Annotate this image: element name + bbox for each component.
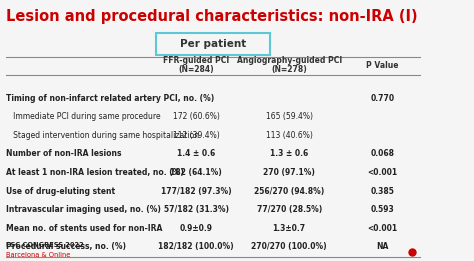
Text: 270 (97.1%): 270 (97.1%)	[263, 168, 315, 177]
Text: 77/270 (28.5%): 77/270 (28.5%)	[256, 205, 322, 214]
Text: Number of non-IRA lesions: Number of non-IRA lesions	[6, 150, 121, 158]
Text: Use of drug-eluting stent: Use of drug-eluting stent	[6, 187, 115, 196]
Text: FFR-guided PCI: FFR-guided PCI	[163, 56, 229, 65]
Text: Lesion and procedural characteristics: non-IRA (I): Lesion and procedural characteristics: n…	[6, 9, 417, 24]
Text: <0.001: <0.001	[367, 168, 397, 177]
Text: At least 1 non-IRA lesion treated, no. (%): At least 1 non-IRA lesion treated, no. (…	[6, 168, 183, 177]
Text: 172 (60.6%): 172 (60.6%)	[173, 112, 219, 121]
Text: (N=284): (N=284)	[178, 64, 214, 74]
Text: 1.3 ± 0.6: 1.3 ± 0.6	[270, 150, 309, 158]
Text: Intravascular imaging used, no. (%): Intravascular imaging used, no. (%)	[6, 205, 161, 214]
Text: 0.9±0.9: 0.9±0.9	[180, 224, 213, 233]
Text: 0.385: 0.385	[370, 187, 394, 196]
Text: 0.770: 0.770	[370, 94, 394, 103]
Text: 113 (40.6%): 113 (40.6%)	[266, 131, 313, 140]
Text: Timing of non-infarct related artery PCI, no. (%): Timing of non-infarct related artery PCI…	[6, 94, 214, 103]
Text: 182/182 (100.0%): 182/182 (100.0%)	[158, 242, 234, 251]
Text: <0.001: <0.001	[367, 224, 397, 233]
Text: 0.068: 0.068	[370, 150, 394, 158]
Text: (N=278): (N=278)	[271, 64, 307, 74]
Text: Angiography-guided PCI: Angiography-guided PCI	[237, 56, 342, 65]
Text: 1.4 ± 0.6: 1.4 ± 0.6	[177, 150, 215, 158]
Text: Staged intervention during same hospitalization: Staged intervention during same hospital…	[6, 131, 199, 140]
Text: 165 (59.4%): 165 (59.4%)	[266, 112, 313, 121]
Text: 0.593: 0.593	[371, 205, 394, 214]
Text: 177/182 (97.3%): 177/182 (97.3%)	[161, 187, 231, 196]
Text: Immediate PCI during same procedure: Immediate PCI during same procedure	[6, 112, 160, 121]
Text: Barcelona & Online: Barcelona & Online	[6, 252, 70, 258]
Text: ESC CONGRESS 2022: ESC CONGRESS 2022	[6, 242, 83, 248]
Text: 112 (39.4%): 112 (39.4%)	[173, 131, 219, 140]
Text: 1.3±0.7: 1.3±0.7	[273, 224, 306, 233]
Text: 182 (64.1%): 182 (64.1%)	[170, 168, 222, 177]
Text: 256/270 (94.8%): 256/270 (94.8%)	[254, 187, 324, 196]
Text: 57/182 (31.3%): 57/182 (31.3%)	[164, 205, 228, 214]
Text: NA: NA	[376, 242, 389, 251]
Text: Mean no. of stents used for non-IRA: Mean no. of stents used for non-IRA	[6, 224, 162, 233]
Text: Per patient: Per patient	[180, 39, 246, 49]
Text: Procedural success, no. (%): Procedural success, no. (%)	[6, 242, 126, 251]
FancyBboxPatch shape	[156, 33, 270, 55]
Text: P Value: P Value	[366, 61, 399, 70]
Text: 270/270 (100.0%): 270/270 (100.0%)	[251, 242, 327, 251]
